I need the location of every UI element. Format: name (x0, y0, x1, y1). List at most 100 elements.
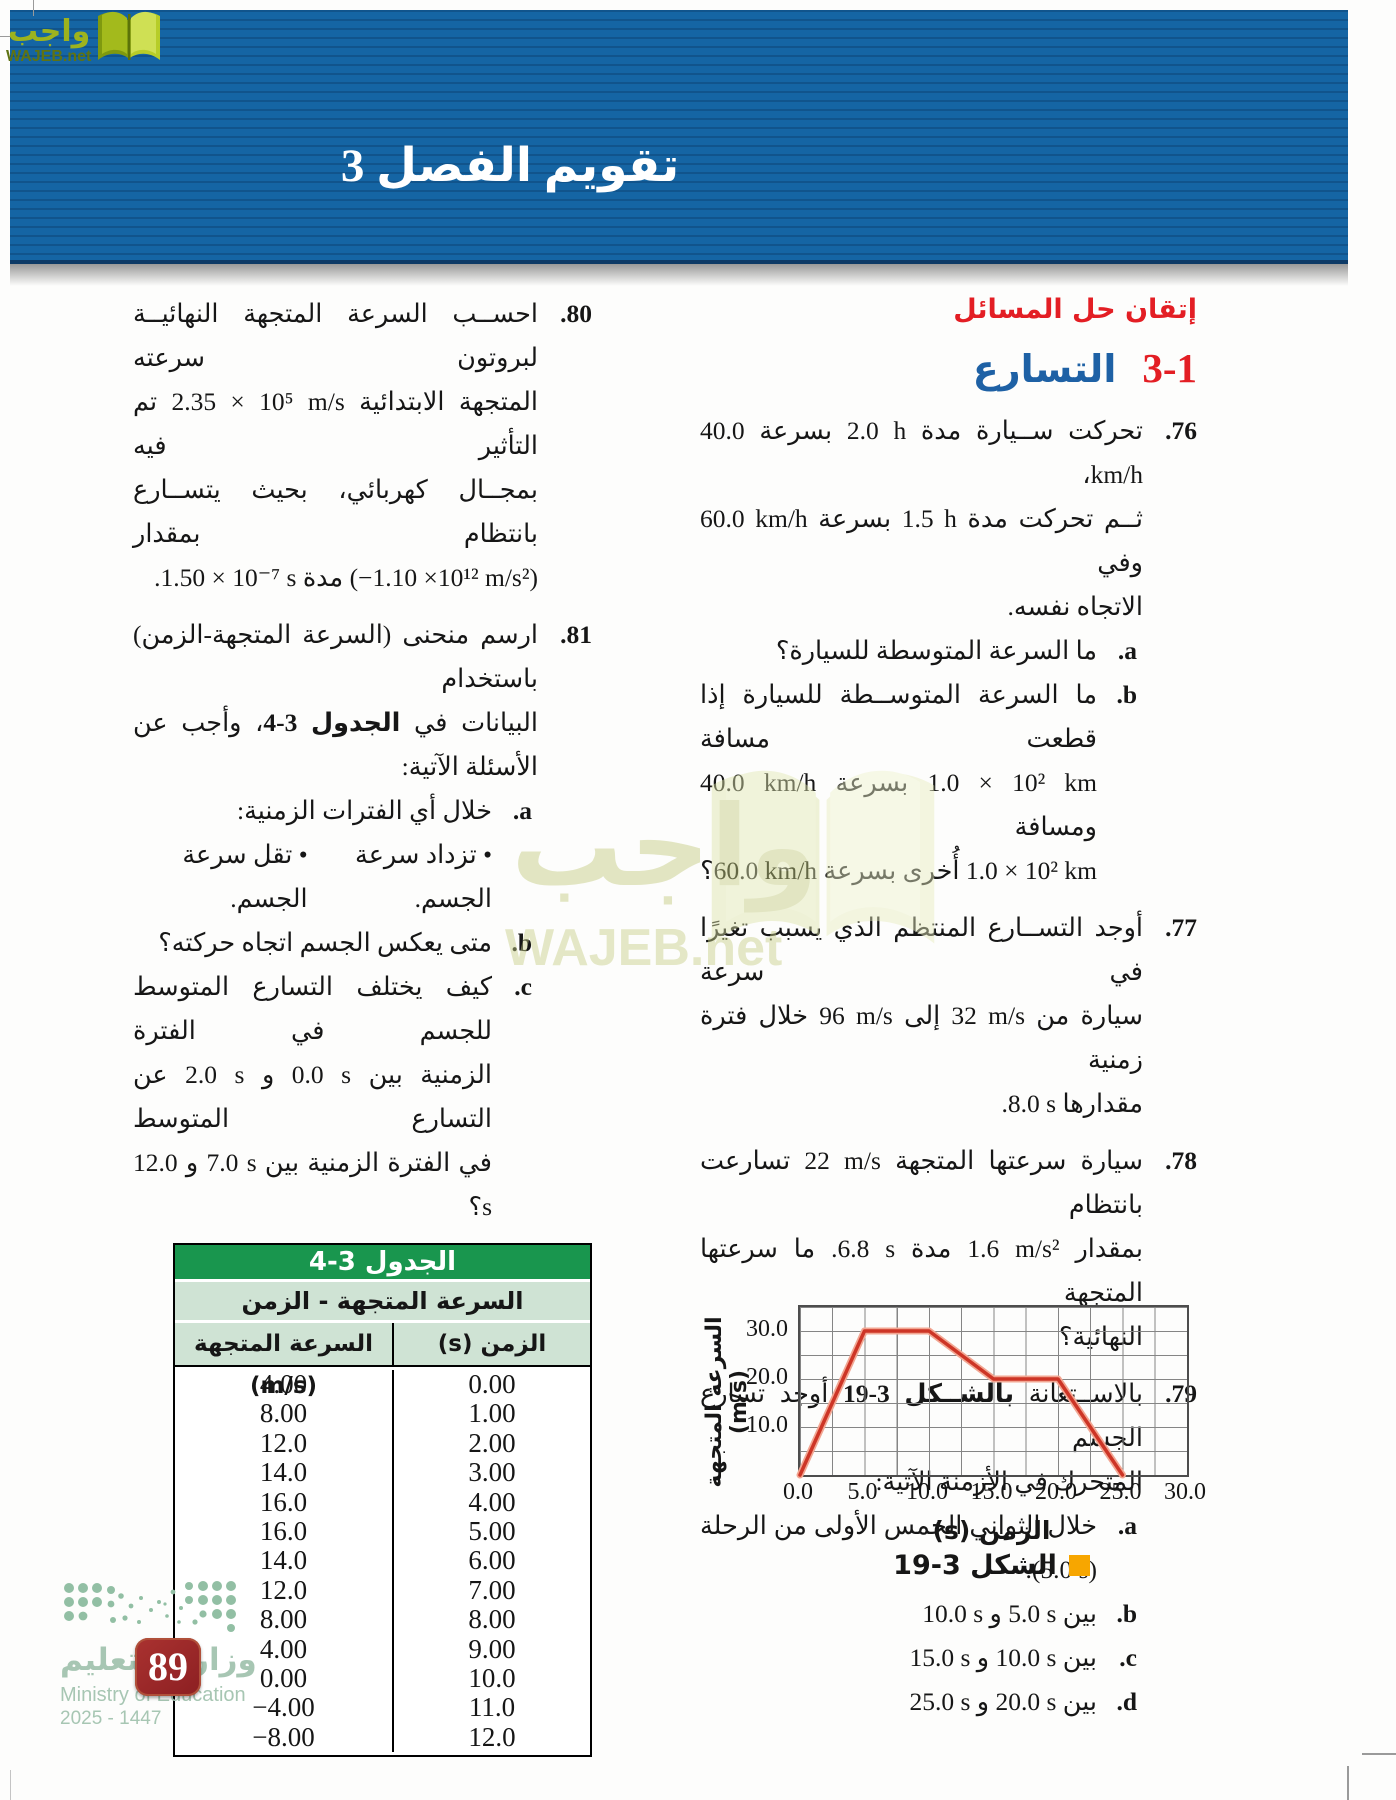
section-title: التسارع (972, 347, 1117, 391)
left-problems-top: 80. احســب السرعة المتجهة النهائيــة لبرو… (133, 292, 592, 1229)
text-line: كيف يختلف التسارع المتوسط للجسم في الفتر… (133, 972, 492, 1045)
text-line: البيانات في الجدول 3-4، وأجب عن الأسئلة … (133, 708, 538, 781)
problem-number: 77. (1165, 913, 1197, 942)
problem-77: 77. أوجد التســارع المنتظم الذي يسبب تغير… (700, 906, 1197, 1126)
table-row: 4.00 16.0 (175, 1487, 590, 1517)
text-line: أوجد التســارع المنتظم الذي يسبب تغيرًا … (700, 913, 1143, 986)
text-line: في الفترة الزمنية بين ⁦7.0 s⁩ و ⁦12.0 s⁩… (133, 1148, 492, 1221)
problem-82: 82. يمكن زيادة سرعة السيــارة ⁦A⁩ من ⁦0 m… (133, 1793, 592, 1800)
crop-mark (1362, 1753, 1396, 1755)
x-tick-label: 25.0 (1099, 1479, 1142, 1505)
text-line: ما السرعة المتوســطة للسيارة إذا قطعت مس… (700, 680, 1097, 753)
cell-time: 12.0 (392, 1722, 590, 1753)
text-line: بين ⁦20.0 s⁩ و ⁦25.0 s⁩ (909, 1687, 1097, 1716)
table-row: 3.00 14.0 (175, 1457, 590, 1488)
figure-3-19: السرعة المتجهة ⁦(m/s)⁩ الزمن ⁦(s)⁩ الشكل… (690, 1292, 1210, 1592)
subitem-marker: c. (514, 972, 532, 1001)
cell-time: 4.00 (392, 1487, 590, 1517)
problem-subitem: c. كيف يختلف التسارع المتوسط للجسم في الف… (133, 965, 538, 1229)
text-line: بين ⁦10.0 s⁩ و ⁦15.0 s⁩ (909, 1643, 1097, 1672)
column-header-velocity: السرعة المتجهة ⁦(m/s)⁩ (194, 1331, 373, 1399)
table-title: الجدول 3-4 (175, 1245, 590, 1282)
problem-number: 80. (560, 299, 592, 328)
left-problems-bottom: 82. يمكن زيادة سرعة السيــارة ⁦A⁩ من ⁦0 m… (133, 1793, 592, 1800)
chapter-header-band: تقويم الفصل 3 (10, 10, 1348, 264)
crop-mark (33, 0, 34, 16)
problem-76: 76. تحركت ســيارة مدة ⁦2.0 h⁩ بسرعة ⁦40.0… (700, 409, 1197, 893)
band-shadow (10, 264, 1348, 286)
cell-velocity: 14.0 (259, 1545, 308, 1576)
cell-time: 2.00 (392, 1428, 590, 1459)
table-subtitle: السرعة المتجهة - الزمن (175, 1282, 590, 1323)
text-line: الاتجاه نفسه. (1007, 592, 1143, 621)
table-row: 0.00 4.00 (175, 1369, 590, 1400)
cell-time: 10.0 (392, 1663, 590, 1694)
problem-80: 80. احســب السرعة المتجهة النهائيــة لبرو… (133, 292, 592, 600)
cell-velocity: 16.0 (259, 1515, 308, 1546)
cell-time: 1.00 (392, 1398, 590, 1429)
ministry-logo: وزارة التعليم Ministry of Education 2025… (55, 1578, 375, 1748)
cell-velocity: 12.0 (259, 1574, 308, 1605)
text-line: المتجهة الابتدائية ⁦2.35 × 10⁵ m/s⁩ تم ا… (133, 387, 538, 460)
cell-velocity: 12.0 (259, 1427, 308, 1458)
wajeb-logo-domain: WAJEB.net (6, 48, 92, 65)
table-row: 8.00 8.00 (175, 1604, 590, 1635)
table-row: 5.00 16.0 (175, 1515, 590, 1547)
x-tick-label: 15.0 (970, 1479, 1013, 1505)
bullet-row: • تزداد سرعة الجسم. • تقل سرعة الجسم. (133, 833, 492, 921)
problem-number: 81. (560, 620, 592, 649)
column-header-time: الزمن ⁦(s)⁩ (392, 1323, 590, 1365)
plot-area (798, 1305, 1189, 1477)
problem-81: 81. ارسم منحنى (السرعة المتجهة-الزمن) باس… (133, 613, 592, 1229)
y-tick-label: 30.0 (746, 1316, 788, 1342)
ministry-dots-icon (64, 1581, 236, 1632)
figure-caption: الشكل 3-19 (798, 1550, 1185, 1581)
problem-subitem: b. متى يعكس الجسم اتجاه حركته؟ (133, 921, 538, 965)
cell-time: 6.00 (392, 1545, 590, 1576)
x-tick-label: 5.0 (847, 1479, 878, 1505)
chapter-title: تقويم الفصل 3 (340, 140, 680, 192)
cell-time: 0.00 (392, 1369, 590, 1400)
x-axis-label: الزمن ⁦(s)⁩ (932, 1516, 1051, 1545)
cell-time: 3.00 (392, 1457, 590, 1488)
subitem-marker: a. (1117, 1511, 1137, 1540)
problem-subitem: • تزداد سرعة الجسم. • تقل سرعة الجسم. (133, 833, 538, 921)
text-line: ما السرعة المتوسطة للسيارة؟ (775, 636, 1097, 665)
cell-time: 7.00 (392, 1575, 590, 1606)
table-row: 11.0 −4.00 (175, 1692, 590, 1723)
text-line: بمجــال كهربائي، بحيث يتســارع بانتظام ب… (133, 475, 538, 548)
edition-year: 2025 - 1447 (60, 1708, 162, 1729)
problem-subitem: b. بين ⁦5.0 s⁩ و ⁦10.0 s⁩ (700, 1592, 1143, 1636)
mastery-label: إتقان حل المسائل (953, 294, 1197, 325)
table-row: 2.00 12.0 (175, 1427, 590, 1459)
crop-mark (0, 36, 16, 37)
text-line: خلال أي الفترات الزمنية: (236, 796, 492, 825)
open-book-icon (98, 11, 160, 60)
bullet-item: • تزداد سرعة الجسم. (355, 840, 492, 913)
y-tick-label: 10.0 (746, 1412, 788, 1438)
text-line: تحركت ســيارة مدة ⁦2.0 h⁩ بسرعة ⁦40.0 km… (700, 416, 1143, 489)
text-line: متى يعكس الجسم اتجاه حركته؟ (158, 928, 492, 957)
text-line: احســب السرعة المتجهة النهائيــة لبروتون… (133, 299, 538, 372)
table-row: 10.0 0.00 (175, 1662, 590, 1694)
cell-velocity: 0.00 (259, 1662, 308, 1693)
table-row: 9.00 4.00 (175, 1634, 590, 1664)
table-row: 7.00 12.0 (175, 1574, 590, 1606)
data-table: الجدول 3-4 السرعة المتجهة - الزمن الزمن … (173, 1243, 592, 1758)
text-line: ⁦1.0 × 10² km⁩ أُخرى بسرعة ⁦60.0 km/h⁩؟ (700, 856, 1097, 885)
page-number-badge: 89 (135, 1638, 201, 1696)
text-line: يمكن زيادة سرعة السيــارة ⁦A⁩ من ⁦0 m/s⁩… (133, 1793, 538, 1800)
text-line: ⁦(−1.10 ×10¹² m/s²)⁩ مدة ⁦1.50 × 10⁻⁷ s⁩… (154, 563, 538, 592)
table-row: 12.0 −8.00 (175, 1722, 590, 1753)
cell-velocity: 8.00 (259, 1604, 308, 1635)
caption-square-icon (1068, 1555, 1090, 1576)
x-tick-label: 20.0 (1035, 1479, 1077, 1505)
text-line: مقدارها ⁦8.0 s⁩. (1001, 1089, 1144, 1118)
crop-mark (10, 1770, 11, 1800)
subitem-marker: b. (511, 928, 532, 957)
table-header-row: الزمن ⁦(s)⁩ السرعة المتجهة ⁦(m/s)⁩ (175, 1323, 590, 1399)
wajeb-logo-arabic: واجب (8, 14, 91, 49)
cell-time: 8.00 (392, 1604, 590, 1635)
subitem-marker: d. (1116, 1687, 1137, 1716)
